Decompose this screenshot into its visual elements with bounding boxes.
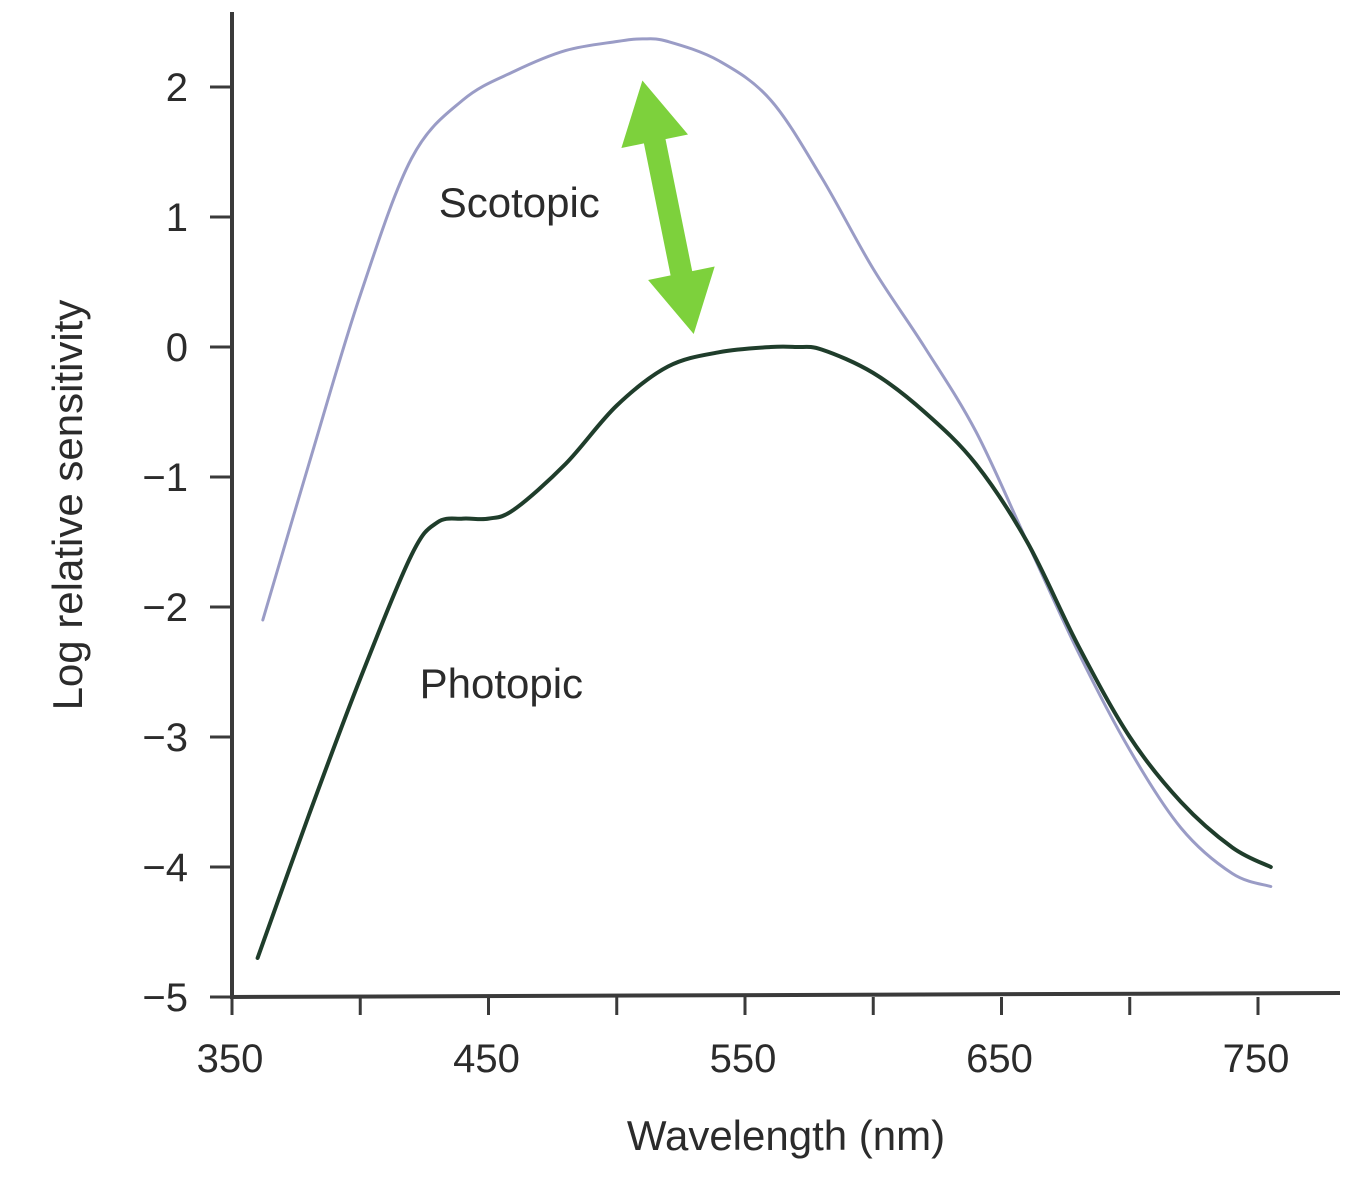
y-tick-label: −3 bbox=[142, 716, 188, 760]
y-tick-label: −4 bbox=[142, 846, 188, 890]
series-label-scotopic: Scotopic bbox=[439, 179, 600, 226]
x-tick-label: 750 bbox=[1223, 1037, 1290, 1081]
double-arrow-icon bbox=[621, 80, 715, 334]
y-tick-label: 2 bbox=[166, 66, 188, 110]
series-line-photopic bbox=[255, 344, 1273, 960]
series-line-scotopic bbox=[261, 37, 1273, 888]
y-tick-label: −1 bbox=[142, 456, 188, 500]
x-tick-label: 350 bbox=[197, 1037, 264, 1081]
y-axis-title: Log relative sensitivity bbox=[44, 300, 91, 711]
x-tick-label: 450 bbox=[453, 1037, 520, 1081]
y-tick-label: −2 bbox=[142, 586, 188, 630]
y-tick-label: −5 bbox=[142, 976, 188, 1020]
x-axis-line bbox=[229, 991, 1341, 999]
x-tick-label: 650 bbox=[966, 1037, 1033, 1081]
annotations: Scotopic Photopic bbox=[420, 80, 715, 707]
y-tick-label: 0 bbox=[166, 326, 188, 370]
series-group bbox=[255, 37, 1273, 960]
x-axis-title: Wavelength (nm) bbox=[627, 1112, 945, 1159]
series-label-photopic: Photopic bbox=[420, 660, 583, 707]
y-tick-label: 1 bbox=[166, 196, 188, 240]
x-tick-label: 550 bbox=[710, 1037, 777, 1081]
